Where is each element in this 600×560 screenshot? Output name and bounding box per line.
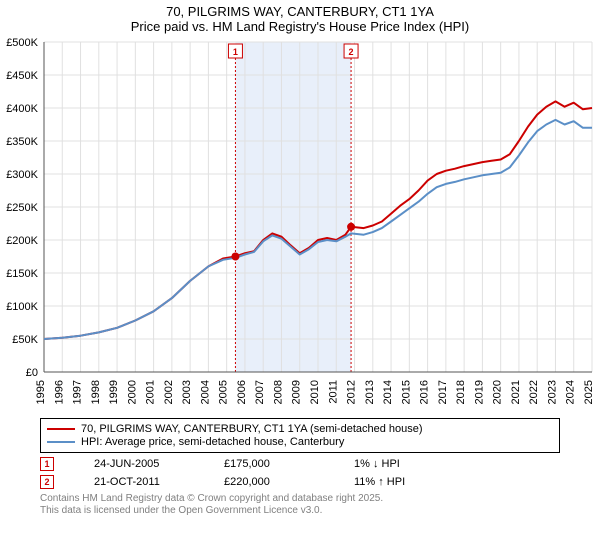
svg-text:2010: 2010 — [309, 380, 321, 404]
chart-title-line1: 70, PILGRIMS WAY, CANTERBURY, CT1 1YA — [0, 4, 600, 19]
transaction-row-1: 1 24-JUN-2005 £175,000 1% ↓ HPI — [40, 457, 560, 471]
svg-text:2020: 2020 — [492, 380, 504, 404]
txn-price-1: £175,000 — [224, 458, 314, 470]
svg-text:2021: 2021 — [510, 380, 522, 404]
legend: 70, PILGRIMS WAY, CANTERBURY, CT1 1YA (s… — [40, 418, 560, 453]
svg-text:2012: 2012 — [346, 380, 358, 404]
svg-text:2000: 2000 — [126, 380, 138, 404]
svg-text:£500K: £500K — [6, 37, 38, 49]
svg-text:2008: 2008 — [272, 380, 284, 404]
svg-text:£300K: £300K — [6, 169, 38, 181]
legend-swatch-2 — [47, 441, 75, 443]
svg-text:£250K: £250K — [6, 202, 38, 214]
svg-text:2018: 2018 — [455, 380, 467, 404]
svg-text:£0: £0 — [26, 367, 38, 379]
legend-swatch-1 — [47, 428, 75, 430]
svg-text:2005: 2005 — [218, 380, 230, 404]
svg-text:1995: 1995 — [35, 380, 47, 404]
svg-text:2025: 2025 — [583, 380, 595, 404]
chart-title-line2: Price paid vs. HM Land Registry's House … — [0, 19, 600, 34]
marker-badge-1: 1 — [40, 457, 54, 471]
copyright-blurb: Contains HM Land Registry data © Crown c… — [40, 493, 560, 517]
svg-text:2014: 2014 — [382, 380, 394, 404]
svg-text:1: 1 — [233, 47, 238, 57]
legend-label-2: HPI: Average price, semi-detached house,… — [81, 436, 344, 448]
txn-delta-2: 11% ↑ HPI — [354, 476, 444, 488]
marker-badge-2: 2 — [40, 475, 54, 489]
txn-delta-1: 1% ↓ HPI — [354, 458, 444, 470]
svg-text:2022: 2022 — [528, 380, 540, 404]
svg-text:2011: 2011 — [327, 380, 339, 404]
svg-text:£50K: £50K — [12, 334, 38, 346]
legend-label-1: 70, PILGRIMS WAY, CANTERBURY, CT1 1YA (s… — [81, 423, 423, 435]
svg-text:2017: 2017 — [437, 380, 449, 404]
svg-text:2002: 2002 — [163, 380, 175, 404]
svg-text:2023: 2023 — [546, 380, 558, 404]
svg-text:2001: 2001 — [145, 380, 157, 404]
svg-text:2006: 2006 — [236, 380, 248, 404]
svg-text:£400K: £400K — [6, 103, 38, 115]
svg-text:£100K: £100K — [6, 301, 38, 313]
svg-text:£200K: £200K — [6, 235, 38, 247]
chart-svg: £0 £50K £100K £150K £200K £250K £300K £350K £400… — [0, 34, 600, 414]
svg-text:2: 2 — [349, 47, 354, 57]
svg-text:1998: 1998 — [90, 380, 102, 404]
svg-text:2009: 2009 — [291, 380, 303, 404]
svg-text:1996: 1996 — [53, 380, 65, 404]
svg-text:£450K: £450K — [6, 70, 38, 82]
blurb-line2: This data is licensed under the Open Gov… — [40, 505, 560, 517]
svg-text:£150K: £150K — [6, 268, 38, 280]
svg-text:2015: 2015 — [400, 380, 412, 404]
svg-text:2013: 2013 — [364, 380, 376, 404]
txn-date-2: 21-OCT-2011 — [94, 476, 184, 488]
legend-row-1: 70, PILGRIMS WAY, CANTERBURY, CT1 1YA (s… — [47, 423, 553, 435]
svg-text:2024: 2024 — [565, 380, 577, 404]
legend-row-2: HPI: Average price, semi-detached house,… — [47, 436, 553, 448]
transaction-row-2: 2 21-OCT-2011 £220,000 11% ↑ HPI — [40, 475, 560, 489]
marker-num-2: 2 — [44, 477, 49, 487]
txn-price-2: £220,000 — [224, 476, 314, 488]
chart-area: £0 £50K £100K £150K £200K £250K £300K £350K £400… — [0, 34, 600, 414]
svg-text:2019: 2019 — [473, 380, 485, 404]
svg-text:2003: 2003 — [181, 380, 193, 404]
transaction-list: 1 24-JUN-2005 £175,000 1% ↓ HPI 2 21-OCT… — [40, 457, 560, 489]
svg-text:2007: 2007 — [254, 380, 266, 404]
marker-num-1: 1 — [44, 459, 49, 469]
blurb-line1: Contains HM Land Registry data © Crown c… — [40, 493, 560, 505]
svg-text:1999: 1999 — [108, 380, 120, 404]
chart-title-block: 70, PILGRIMS WAY, CANTERBURY, CT1 1YA Pr… — [0, 0, 600, 34]
svg-text:2016: 2016 — [419, 380, 431, 404]
svg-text:£350K: £350K — [6, 136, 38, 148]
txn-date-1: 24-JUN-2005 — [94, 458, 184, 470]
svg-text:1997: 1997 — [72, 380, 84, 404]
svg-text:2004: 2004 — [199, 380, 211, 404]
